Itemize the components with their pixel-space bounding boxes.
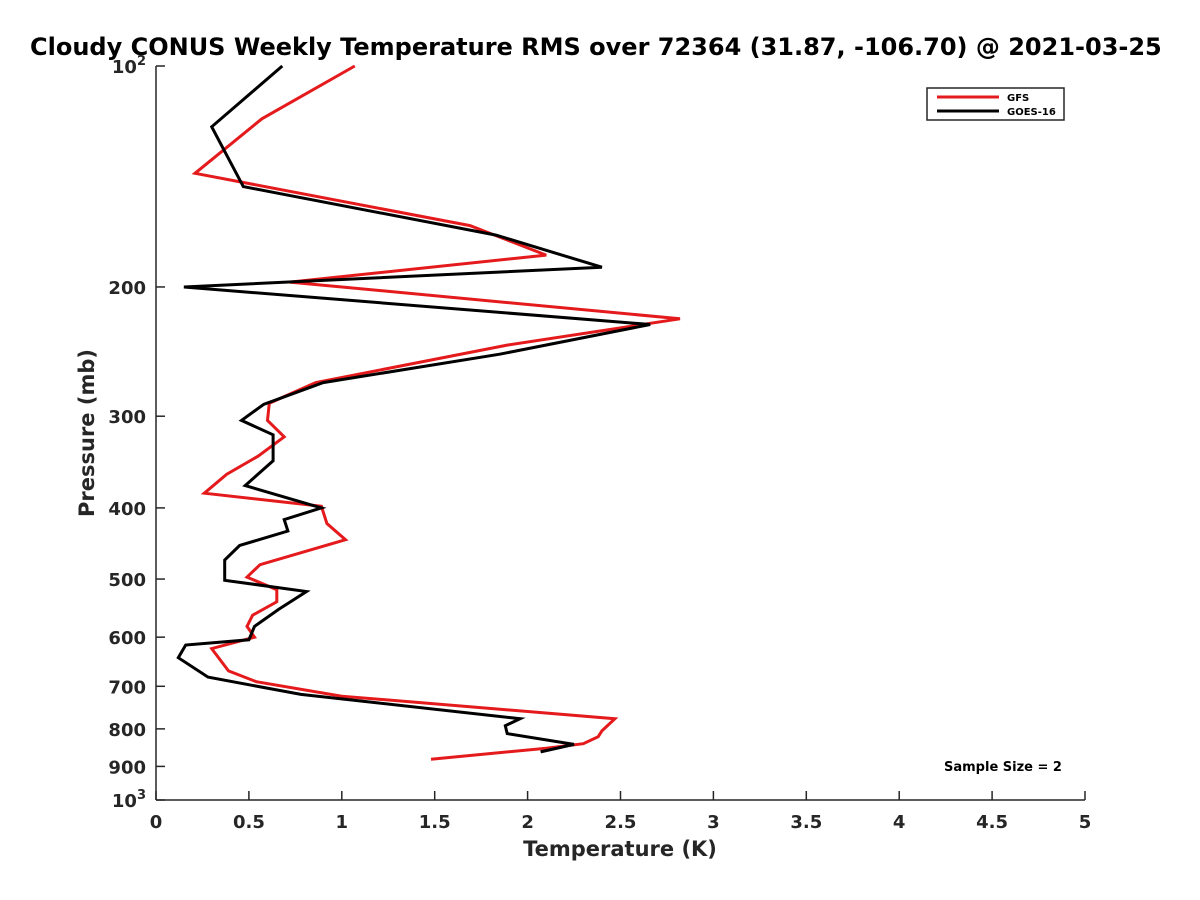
x-tick-label: 1.5 <box>419 812 451 833</box>
legend: GFS GOES-16 <box>926 87 1065 121</box>
chart-title: Cloudy CONUS Weekly Temperature RMS over… <box>30 33 1162 61</box>
sample-size-annotation: Sample Size = 2 <box>944 760 1062 775</box>
x-tick-label: 4.5 <box>976 812 1008 833</box>
x-tick-label: 4 <box>893 812 906 833</box>
x-tick-label: 5 <box>1079 812 1092 833</box>
y-tick-label: 102 <box>112 54 146 78</box>
x-tick-label: 1 <box>336 812 349 833</box>
x-tick-label: 3.5 <box>790 812 822 833</box>
y-tick-label: 103 <box>112 788 146 812</box>
x-tick-label: 2 <box>521 812 534 833</box>
legend-label: GOES-16 <box>1007 107 1056 118</box>
series-line-gfs <box>191 64 681 761</box>
series-line-goes-16 <box>176 64 651 754</box>
axes: 0 0.5 1 1.5 2 2.5 3 3.5 4 4.5 5 102 200 300 400 500 600 7… <box>108 54 1091 833</box>
y-axis-label: Pressure (mb) <box>75 349 99 517</box>
x-tick-label: 0.5 <box>233 812 265 833</box>
y-tick-label: 200 <box>108 278 146 299</box>
y-tick-label: 300 <box>108 407 146 428</box>
y-tick-label: 900 <box>108 757 146 778</box>
y-tick-exponent: 2 <box>137 54 146 69</box>
y-tick-label: 500 <box>108 570 146 591</box>
y-tick-label: 700 <box>108 677 146 698</box>
y-tick-label: 600 <box>108 628 146 649</box>
x-tick-label: 0 <box>150 812 163 833</box>
y-tick-label: 800 <box>108 720 146 741</box>
legend-box <box>926 87 1065 121</box>
x-tick-label: 3 <box>707 812 720 833</box>
y-tick-label: 400 <box>108 499 146 520</box>
legend-label: GFS <box>1007 93 1029 104</box>
data-series <box>176 64 681 761</box>
x-axis-label: Temperature (K) <box>523 837 717 861</box>
x-tick-label: 2.5 <box>605 812 637 833</box>
y-tick-exponent: 3 <box>137 788 146 803</box>
